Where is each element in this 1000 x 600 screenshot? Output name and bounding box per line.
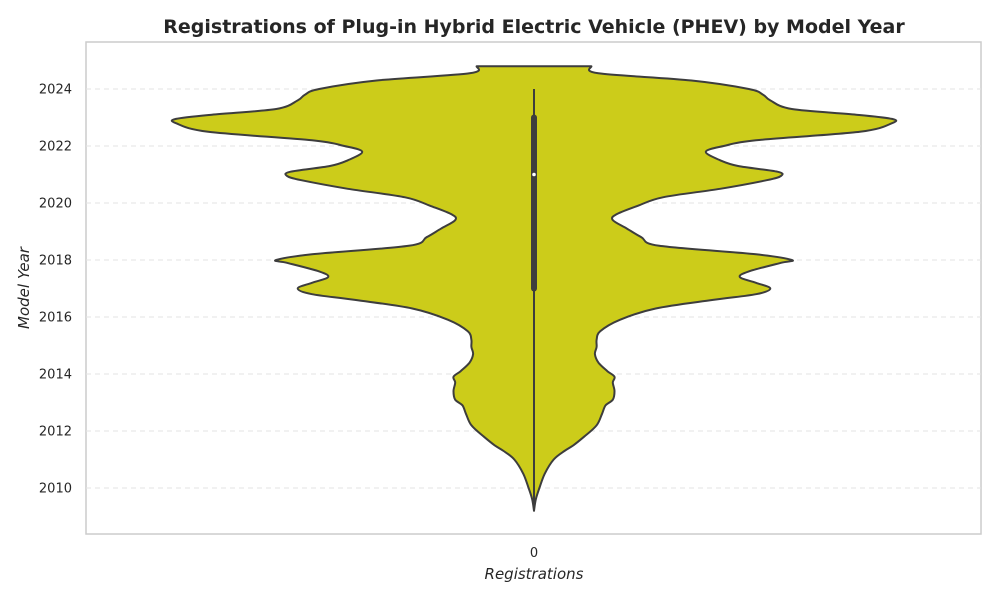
y-axis-ticks: 2010 2012 2014 2016 2018 2020 2022 2024 bbox=[39, 83, 72, 497]
y-tick-label: 2022 bbox=[39, 140, 72, 155]
x-tick-label: 0 bbox=[530, 546, 538, 561]
x-axis-label: Registrations bbox=[485, 565, 584, 583]
inner-boxplot bbox=[531, 89, 537, 511]
y-tick-label: 2010 bbox=[39, 482, 72, 497]
x-axis-ticks: 0 bbox=[530, 546, 538, 561]
y-tick-label: 2012 bbox=[39, 425, 72, 440]
y-tick-label: 2024 bbox=[39, 83, 72, 98]
y-tick-label: 2018 bbox=[39, 254, 72, 269]
y-tick-label: 2016 bbox=[39, 311, 72, 326]
chart-title: Registrations of Plug-in Hybrid Electric… bbox=[163, 16, 905, 38]
y-axis-label: Model Year bbox=[15, 246, 33, 329]
median-marker bbox=[532, 172, 536, 177]
y-tick-label: 2014 bbox=[39, 368, 72, 383]
y-tick-label: 2020 bbox=[39, 197, 72, 212]
